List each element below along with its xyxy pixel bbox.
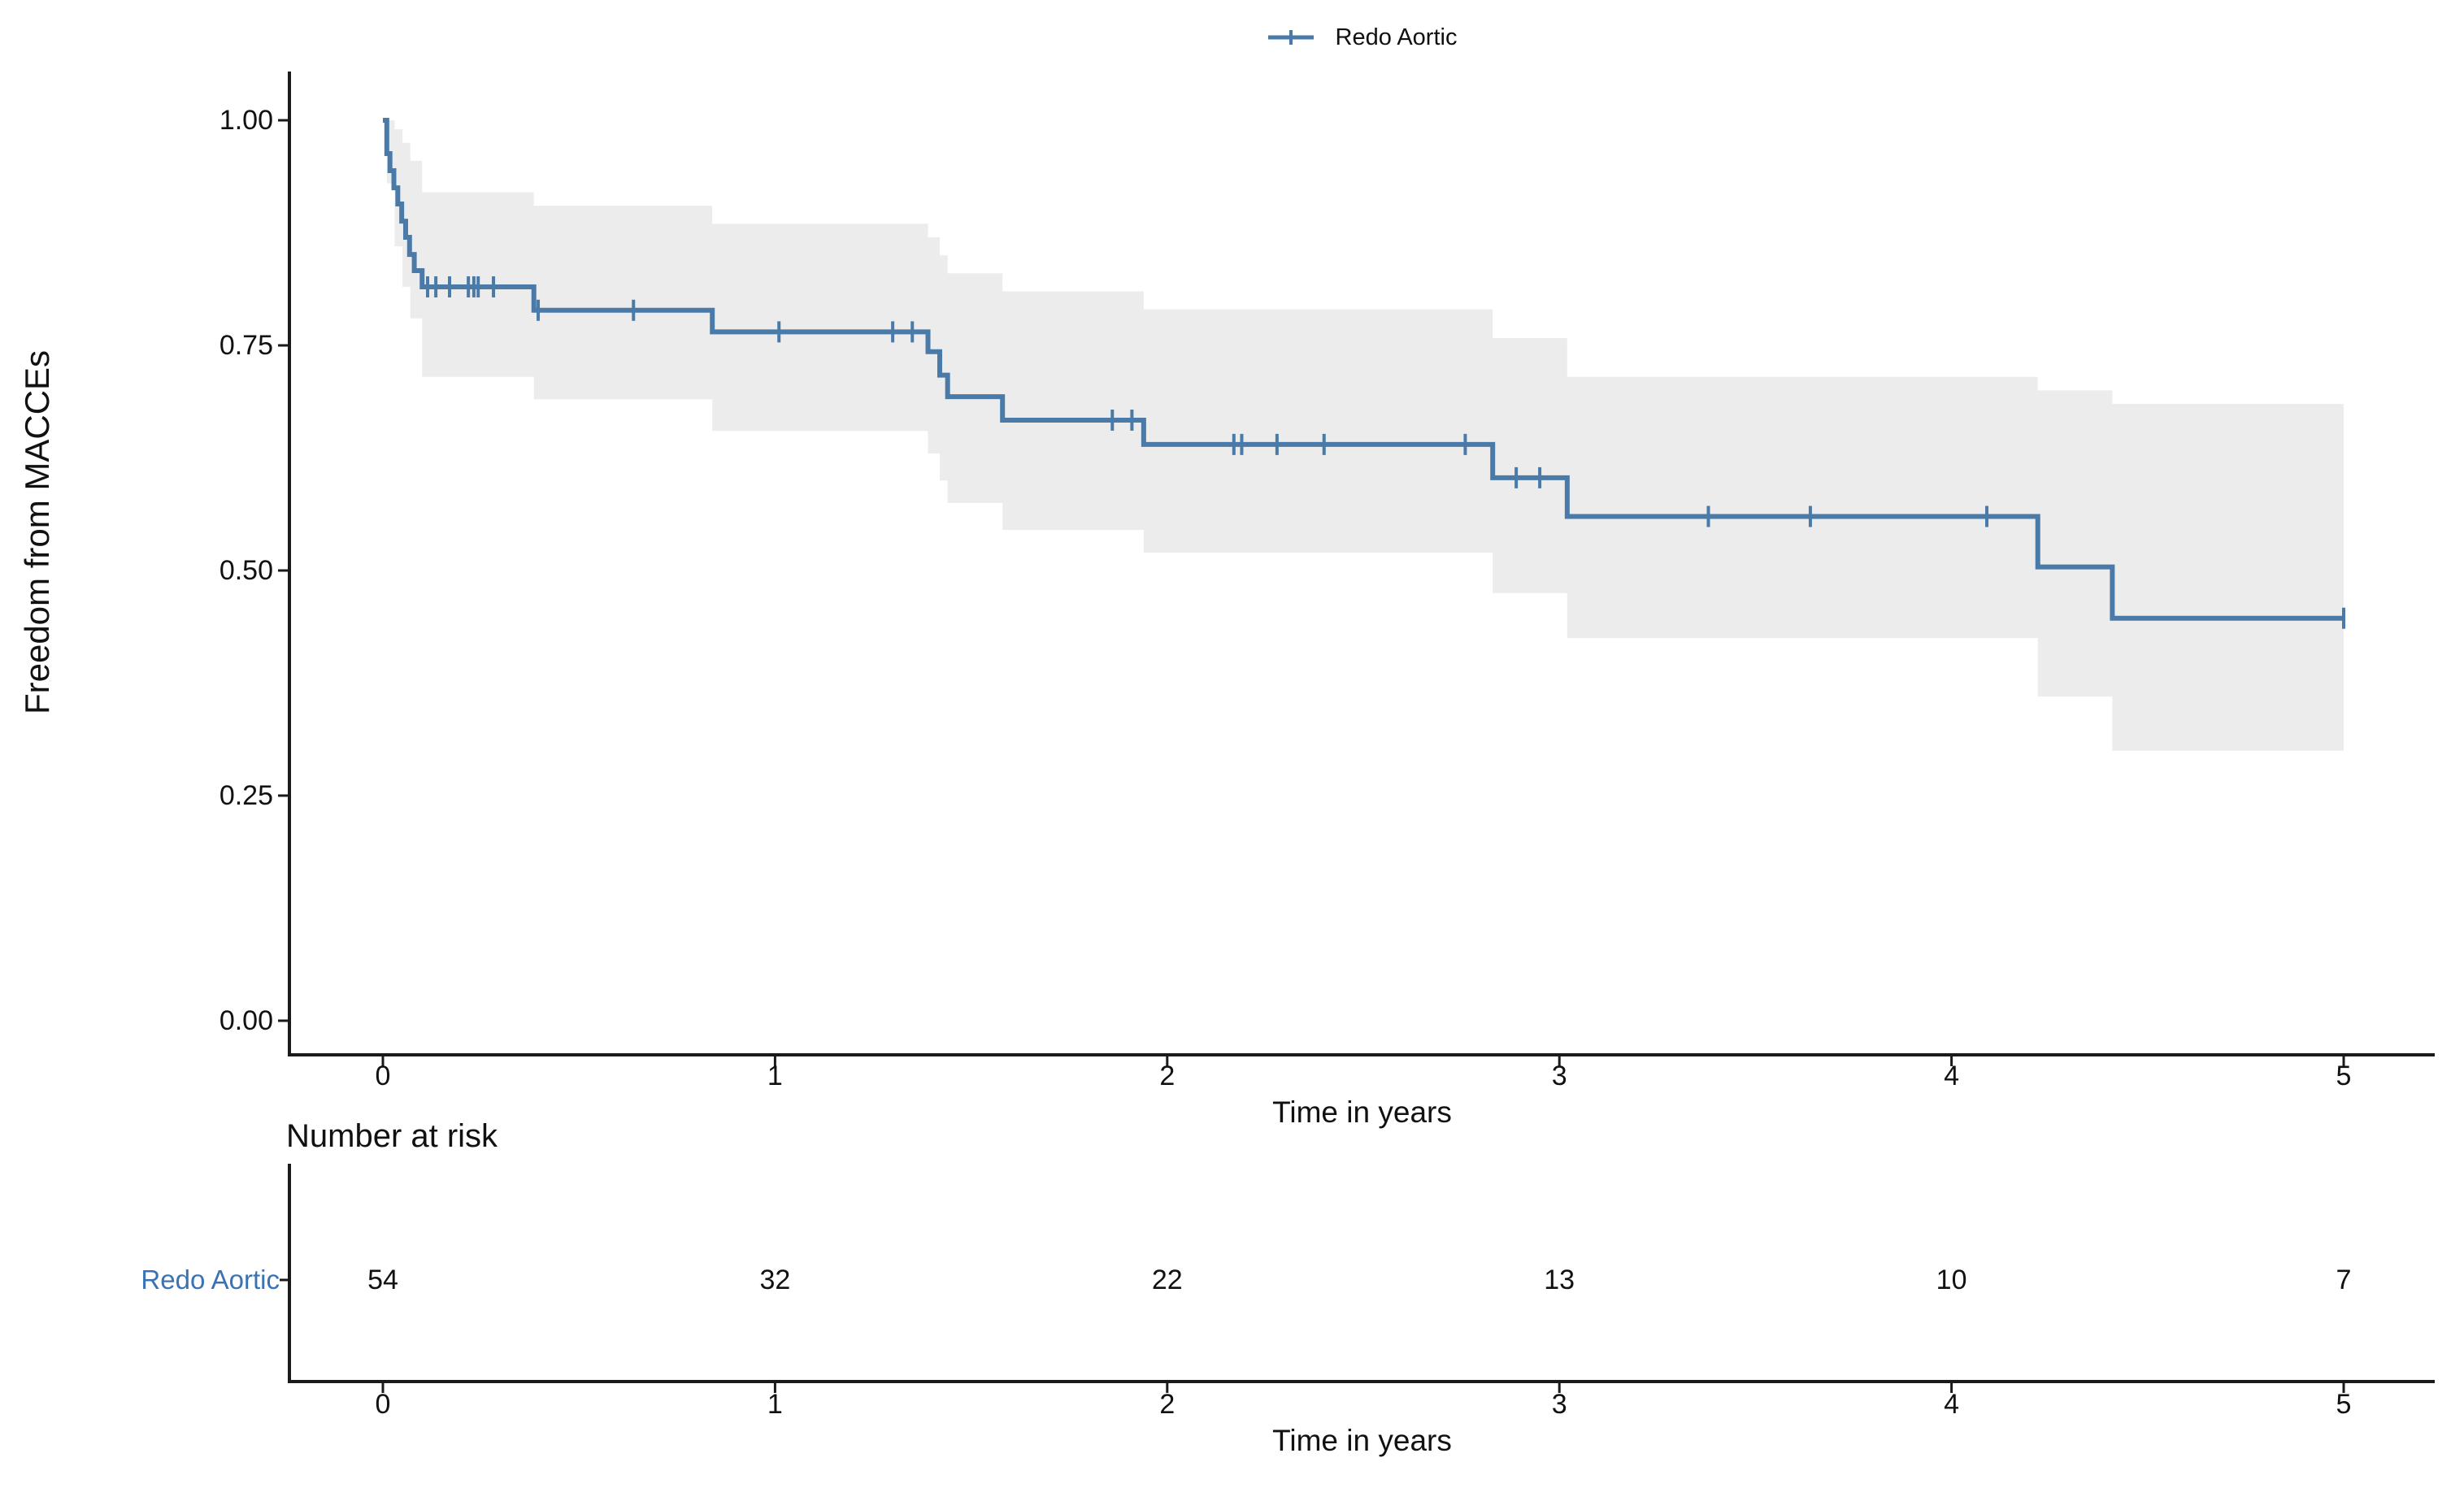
risk-x-tick-label: 0 bbox=[375, 1389, 391, 1420]
y-tick-label: 0.00 bbox=[219, 1005, 273, 1036]
confidence-band bbox=[386, 120, 2344, 751]
x-tick-label: 4 bbox=[1944, 1061, 1960, 1091]
risk-value: 54 bbox=[367, 1265, 398, 1295]
legend-line-icon bbox=[1267, 30, 1314, 45]
km-curve bbox=[383, 118, 2344, 621]
risk-x-axis-title: Time in years bbox=[1272, 1424, 1452, 1457]
x-tick-label: 5 bbox=[2336, 1061, 2352, 1091]
risk-value: 7 bbox=[2336, 1265, 2352, 1295]
risk-value: 13 bbox=[1544, 1265, 1575, 1295]
risk-x-tick-label: 2 bbox=[1159, 1389, 1176, 1420]
legend: Redo Aortic bbox=[289, 21, 2435, 54]
y-tick-label: 0.75 bbox=[219, 330, 273, 361]
x-tick-label: 1 bbox=[767, 1061, 783, 1091]
risk-x-tick-label: 3 bbox=[1551, 1389, 1567, 1420]
x-tick-label: 2 bbox=[1159, 1061, 1176, 1091]
y-tick-label: 0.50 bbox=[219, 555, 273, 586]
x-tick-label: 0 bbox=[375, 1061, 391, 1091]
y-axis-title: Freedom from MACCEs bbox=[18, 349, 56, 715]
risk-value: 22 bbox=[1151, 1265, 1183, 1295]
y-tick-label: 0.25 bbox=[219, 780, 273, 811]
x-tick-label: 3 bbox=[1551, 1061, 1567, 1091]
risk-row-label: Redo Aortic bbox=[141, 1265, 280, 1295]
y-tick-label: 1.00 bbox=[219, 105, 273, 136]
x-axis-title: Time in years bbox=[1272, 1095, 1452, 1129]
risk-x-tick-label: 1 bbox=[767, 1389, 783, 1420]
risk-value: 10 bbox=[1936, 1265, 1967, 1295]
risk-value: 32 bbox=[759, 1265, 791, 1295]
risk-table-title: Number at risk bbox=[286, 1118, 498, 1154]
risk-x-tick-label: 5 bbox=[2336, 1389, 2352, 1420]
legend-label: Redo Aortic bbox=[1335, 24, 1458, 50]
risk-x-tick-label: 4 bbox=[1944, 1389, 1960, 1420]
